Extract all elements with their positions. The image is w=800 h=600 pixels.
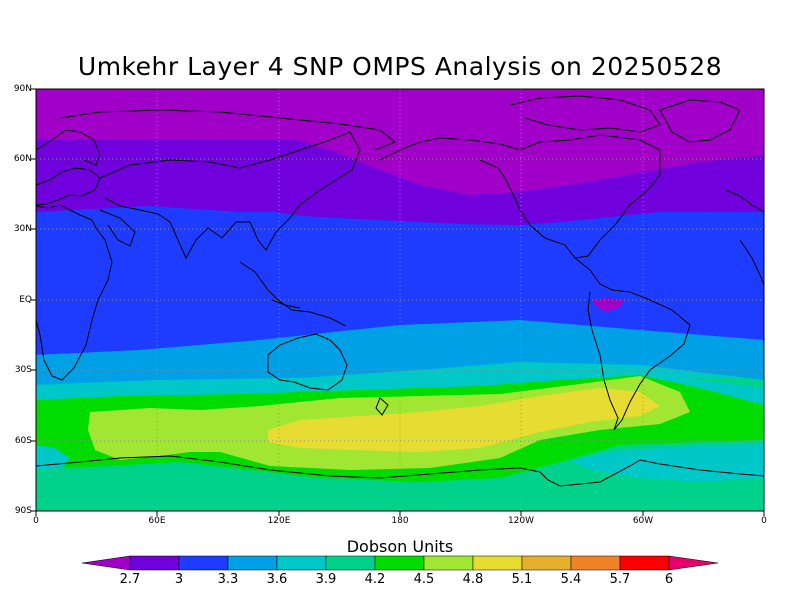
colorbar-bin bbox=[570, 555, 621, 571]
colorbar-bin bbox=[374, 555, 425, 571]
colorbar-tick-label: 5.4 bbox=[560, 572, 582, 587]
lat-label: EQ bbox=[19, 295, 32, 305]
lon-label: 180 bbox=[391, 516, 409, 526]
colorbar-tick-label: 3.6 bbox=[266, 572, 288, 587]
colorbar-under-arrow bbox=[81, 555, 131, 571]
colorbar-bin bbox=[619, 555, 670, 571]
colorbar-tick-label: 4.8 bbox=[462, 572, 484, 587]
colorbar-bin bbox=[276, 555, 327, 571]
lon-label: 60E bbox=[148, 516, 166, 526]
colorbar-tick-label: 5.7 bbox=[609, 572, 631, 587]
colorbar-tick-label: 3 bbox=[174, 572, 184, 587]
region-3-3-tropics bbox=[36, 206, 764, 355]
axis-ticks bbox=[31, 88, 765, 516]
colorbar-bin bbox=[227, 555, 278, 571]
colorbar-tick-label: 2.7 bbox=[119, 572, 141, 587]
colorbar-tick-label: 6 bbox=[664, 572, 674, 587]
colorbar-bin bbox=[325, 555, 376, 571]
lat-label: 30S bbox=[14, 365, 32, 375]
colorbar-bin bbox=[423, 555, 474, 571]
lat-label: 60S bbox=[14, 436, 32, 446]
lat-label: 90N bbox=[13, 84, 32, 94]
lon-label: 120W bbox=[507, 516, 535, 526]
region-2-7-upper-left bbox=[36, 89, 240, 135]
colorbar-over-arrow bbox=[668, 555, 719, 571]
colorbar-bin bbox=[521, 555, 572, 571]
lon-label: 60W bbox=[632, 516, 654, 526]
lon-label: 0 bbox=[761, 516, 767, 526]
colorbar-tick-label: 5.1 bbox=[511, 572, 533, 587]
map-title: Umkehr Layer 4 SNP OMPS Analysis on 2025… bbox=[77, 52, 723, 81]
graticule bbox=[36, 89, 764, 511]
region-2-7-equatorial-pocket bbox=[592, 298, 625, 312]
colorbar-bin bbox=[178, 555, 229, 571]
lat-label: 60N bbox=[13, 154, 32, 164]
colorbar-tick-label: 4.5 bbox=[413, 572, 435, 587]
coastlines bbox=[36, 95, 764, 487]
colorbar-tick-label: 3.9 bbox=[315, 572, 337, 587]
lat-label: 90S bbox=[14, 506, 32, 516]
colorbar bbox=[81, 555, 719, 571]
lon-label: 120E bbox=[267, 516, 291, 526]
colorbar-title: Dobson Units bbox=[346, 537, 454, 556]
lat-label: 30N bbox=[13, 224, 32, 234]
colorbar-bin bbox=[129, 555, 180, 571]
lon-label: 0 bbox=[33, 516, 39, 526]
colorbar-tick-label: 3.3 bbox=[217, 572, 239, 587]
colorbar-bin bbox=[472, 555, 523, 571]
colorbar-tick-label: 4.2 bbox=[364, 572, 386, 587]
region-3-6 bbox=[36, 320, 764, 385]
region-5-1 bbox=[268, 388, 660, 452]
